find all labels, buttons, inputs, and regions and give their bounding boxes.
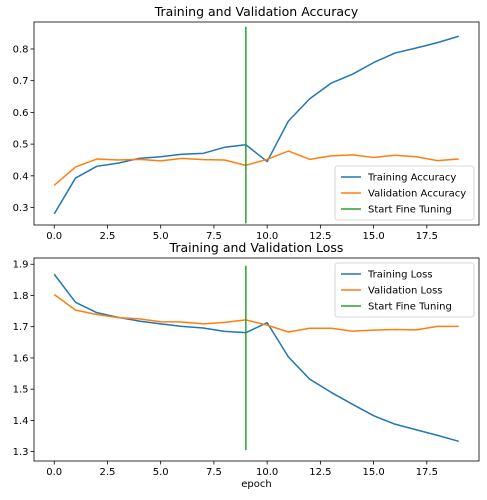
legend-label: Training Accuracy [367,173,456,184]
chart-title: Training and Validation Accuracy [154,4,359,19]
y-tick-label: 0.8 [13,44,29,55]
x-tick-label: 10.0 [256,231,278,242]
x-tick-label: 7.5 [206,467,222,478]
x-tick-label: 0.0 [46,231,62,242]
axes-frame [33,21,480,226]
y-tick-label: 1.3 [13,447,29,458]
x-tick-label: 17.5 [416,467,438,478]
x-tick-label: 17.5 [416,231,438,242]
legend-label: Validation Loss [368,286,443,297]
y-tick-label: 0.6 [13,108,29,119]
legend-box [334,165,475,221]
legend-label: Start Fine Tuning [368,302,452,313]
y-tick-label: 1.8 [13,291,29,302]
x-tick-label: 7.5 [206,231,222,242]
series-line-training-accuracy [53,35,459,215]
x-tick-label: 5.0 [153,231,169,242]
legend-label: Validation Accuracy [368,189,466,200]
x-tick-label: 15.0 [362,231,384,242]
chart-title: Training and Validation Loss [169,240,344,255]
x-tick-label: 15.0 [362,467,384,478]
y-tick-label: 1.6 [13,353,29,364]
y-tick-label: 0.5 [13,140,29,151]
legend: Training Accuracy Validation Accuracy Star… [334,165,475,221]
x-tick-label: 0.0 [46,467,62,478]
y-tick-label: 0.3 [13,203,29,214]
y-tick-label: 0.7 [13,76,29,87]
x-tick-label: 10.0 [256,467,278,478]
series-line-validation-loss [53,293,459,333]
series-line-validation-accuracy [53,150,459,186]
subplot-2: Training and Validation Loss 0.0 2.5 5.0 7.5… [13,240,480,490]
y-tick-label: 0.4 [13,171,29,182]
legend: Training Loss Validation Loss Start Fine T… [334,262,475,318]
x-axis-label: epoch [241,479,271,490]
subplot-1: Training and Validation Accuracy 0.0 2.5 5.… [13,4,480,242]
y-tick-label: 1.5 [13,385,29,396]
x-tick-label: 5.0 [153,467,169,478]
x-tick-label: 2.5 [100,467,116,478]
x-tick-label: 12.5 [309,231,331,242]
legend-box [334,262,475,318]
y-tick-label: 1.9 [13,260,29,271]
x-tick-label: 2.5 [100,231,116,242]
y-tick-label: 1.7 [13,322,29,333]
x-tick-label: 12.5 [309,467,331,478]
y-tick-label: 1.4 [13,416,29,427]
legend-label: Training Loss [367,270,433,281]
legend-label: Start Fine Tuning [368,205,452,216]
axes-frame [33,257,480,462]
